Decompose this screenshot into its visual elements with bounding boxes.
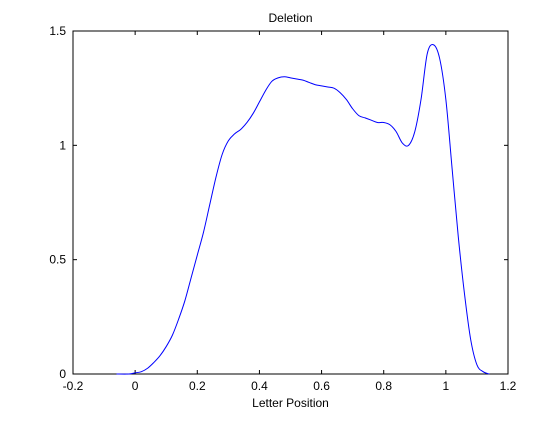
x-tick-label: 1.2 <box>500 379 517 393</box>
series-layer <box>116 44 490 375</box>
x-tick-label: 0.8 <box>375 379 392 393</box>
series-line <box>116 44 490 375</box>
x-tick-label: 0.4 <box>251 379 268 393</box>
x-tick-label: 0.2 <box>189 379 206 393</box>
x-tick-label: 0.6 <box>313 379 330 393</box>
y-tick-label: 1 <box>59 138 66 152</box>
x-tick-label: 1 <box>443 379 450 393</box>
x-tick-label: -0.2 <box>63 379 84 393</box>
x-axis-ticks: -0.2 0 0.2 0.4 0.6 0.8 1 1.2 <box>63 31 517 393</box>
chart-title: Deletion <box>268 11 312 25</box>
y-axis-ticks: 0 0.5 1 1.5 <box>49 24 508 381</box>
y-tick-label: 1.5 <box>49 24 66 38</box>
y-tick-label: 0 <box>59 367 66 381</box>
y-tick-label: 0.5 <box>49 253 66 267</box>
plot-frame <box>72 30 509 375</box>
x-tick-label: 0 <box>132 379 139 393</box>
plot-background <box>73 31 508 374</box>
x-axis-label: Letter Position <box>252 396 329 410</box>
